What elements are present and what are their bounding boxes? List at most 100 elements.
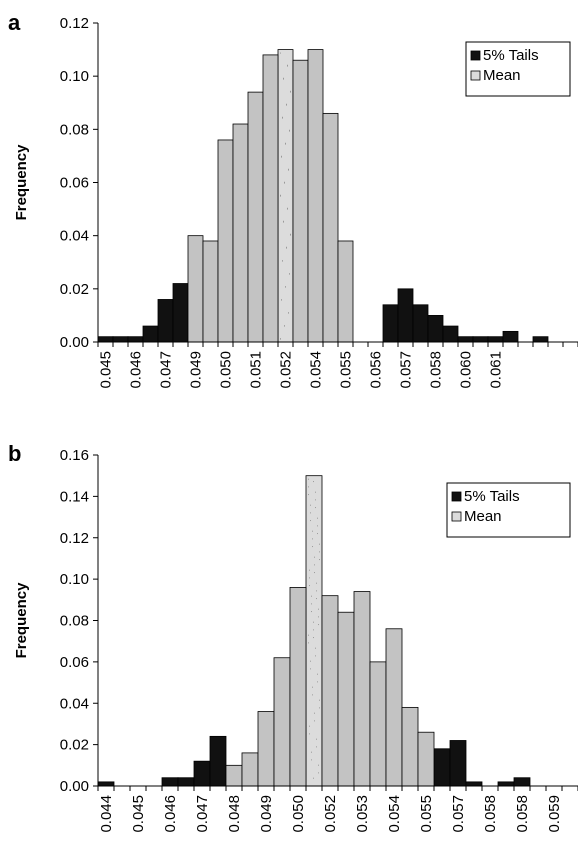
mean-bar-texture-dot [280,194,281,196]
bar-5-tails [497,781,515,787]
bar-5-tails [193,760,211,787]
bar-5-tails [449,740,467,787]
x-tick-label: 0.058 [482,795,499,833]
bar-5-tails [472,336,489,343]
x-tick-label: 0.058 [428,351,445,389]
bar-5-tails [142,325,159,343]
mean-bar-texture-dot [319,551,320,553]
mean-bar-texture-dot [308,478,309,480]
mean-bar-texture-dot [287,207,288,209]
bar-5-tails [513,777,531,787]
mean-bar-texture-dot [319,707,320,709]
mean-bar-texture-dot [311,751,312,753]
mean-bar-texture-dot [285,142,286,144]
legend-box [446,482,571,538]
mean-bar-texture-dot [317,533,318,535]
bar-5-tails [157,299,174,343]
bar [247,91,264,343]
mean-bar-texture-dot [316,590,317,592]
bar [241,752,259,787]
bar-5-tails [209,735,227,787]
mean-bar-texture-dot [308,634,309,636]
bar-5-tails [172,283,189,343]
mean-bar-texture-dot [282,116,283,118]
bar [225,764,243,787]
y-tick-label: 0.12 [60,530,89,547]
x-tick-label: 0.050 [290,795,307,833]
mean-bar-texture-dot [310,668,311,670]
x-tick-label: 0.057 [398,351,415,389]
x-tick-label: 0.045 [98,351,115,389]
mean-bar-texture-dot [312,538,313,540]
mean-bar-texture-dot [283,77,284,79]
y-tick-label: 0.04 [60,695,89,712]
mean-bar-texture-dot [315,491,316,493]
mean-bar-texture-dot [318,616,319,618]
y-tick-label: 0.00 [60,334,89,351]
mean-bar-texture-dot [316,746,317,748]
mean-bar-texture-dot [288,312,289,314]
x-tick-label: 0.046 [162,795,179,833]
mean-bar-texture-dot [315,655,316,657]
mean-bar-texture-dot [284,325,285,327]
y-axis-label: Frequency [13,582,30,659]
x-tick-label: 0.061 [488,351,505,389]
bar [401,706,419,787]
x-tick-label: 0.055 [338,351,355,389]
legend-swatch-mean [451,511,462,522]
legend-label-mean: Mean [483,67,521,84]
mean-bar-texture-dot [314,720,315,722]
mean-bar-texture-dot [314,572,315,574]
y-tick-label: 0.06 [60,175,89,192]
bar-5-tails [465,781,483,787]
legend-box [465,41,571,97]
bar-5-tails [161,777,179,787]
bar [337,611,355,787]
y-tick-label: 0.08 [60,121,89,138]
mean-bar-texture-dot [310,504,311,506]
bar [322,112,339,343]
mean-bar-texture-dot [313,621,314,623]
bar-5-tails [177,777,195,787]
y-tick-label: 0.14 [60,488,89,505]
mean-bar-texture-dot [316,582,317,584]
legend-label-tails: 5% Tails [483,47,539,64]
mean-bar-texture-dot [312,686,313,688]
legend-swatch-tails [451,491,462,502]
y-tick-label: 0.10 [60,571,89,588]
mean-bar-texture-dot [313,777,314,779]
x-tick-label: 0.051 [248,351,265,389]
bar [307,49,324,343]
bar [217,139,234,343]
bar-5-tails [433,748,451,787]
mean-bar-texture-dot [317,525,318,527]
y-tick-label: 0.04 [60,228,89,245]
mean-bar-texture-dot [315,499,316,501]
mean-bar-texture-dot [281,299,282,301]
mean-bar-texture-dot [285,286,286,288]
mean-bar-texture-dot [310,512,311,514]
bar [202,240,219,343]
x-tick-label: 0.053 [354,795,371,833]
legend-swatch-mean [470,70,481,81]
mean-bar-texture-dot [281,155,282,157]
y-tick-label: 0.06 [60,654,89,671]
mean-bar-texture-dot [289,129,290,131]
x-tick-label: 0.054 [308,351,325,389]
x-tick-label: 0.054 [386,795,403,833]
x-tick-label: 0.058 [514,795,531,833]
mean-bar-texture-dot [318,772,319,774]
mean-bar-texture-dot [317,673,318,675]
bar [289,587,307,787]
mean-bar-texture-dot [309,569,310,571]
bar-5-tails [457,336,474,343]
bar [321,595,339,787]
bar-mean [305,475,323,787]
mean-bar-texture-dot [308,642,309,644]
mean-bar-texture-dot [318,764,319,766]
mean-bar-texture-dot [286,103,287,105]
mean-bar-texture-dot [312,694,313,696]
mean-bar-texture-dot [318,608,319,610]
bar [232,123,249,343]
x-tick-label: 0.048 [226,795,243,833]
